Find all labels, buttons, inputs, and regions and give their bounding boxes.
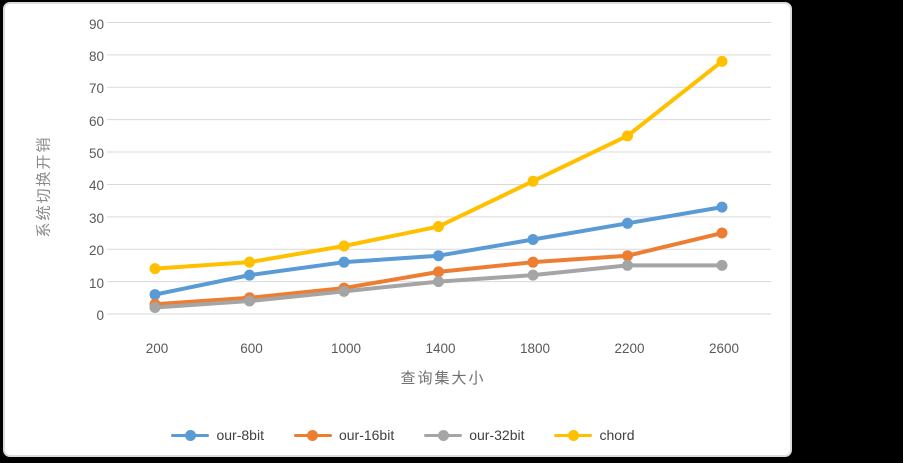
y-tick-label: 40 (88, 178, 104, 194)
legend-label: chord (599, 427, 635, 443)
data-point-our-16bit (716, 227, 728, 239)
data-point-our-16bit (527, 256, 539, 268)
x-tick-label: 2200 (614, 341, 645, 356)
data-point-chord (716, 55, 728, 67)
legend-marker-icon (171, 429, 210, 441)
data-point-our-8bit (716, 201, 728, 213)
data-point-chord (244, 256, 255, 268)
data-point-our-32bit (716, 259, 728, 271)
chart-panel[interactable]: 系统切换开销 查询集大小 0 10 20 30 40 50 60 70 80 90 200 600 1… (3, 2, 792, 457)
y-tick-label: 0 (96, 308, 104, 323)
data-point-our-8bit (433, 250, 444, 262)
data-point-our-32bit (622, 259, 633, 271)
series-line-chord (153, 59, 724, 271)
data-point-chord (338, 240, 350, 252)
x-tick-label: 1400 (425, 341, 456, 356)
y-tick-label: 70 (88, 81, 104, 97)
data-point-our-16bit (622, 250, 633, 262)
y-tick-label: 60 (88, 113, 104, 129)
data-point-our-16bit (433, 266, 444, 278)
x-tick-label: 600 (240, 341, 263, 356)
data-point-our-8bit (527, 234, 539, 246)
data-point-our-8bit (622, 217, 633, 229)
data-point-our-32bit (244, 295, 255, 307)
x-tick-label: 1000 (330, 341, 362, 356)
data-point-chord (527, 175, 539, 187)
x-tick-label: 1800 (519, 341, 551, 356)
y-tick-label: 30 (88, 210, 104, 226)
x-tick-label: 200 (145, 341, 169, 356)
legend-label: our-32bit (469, 427, 525, 443)
y-tick-label: 80 (88, 48, 104, 64)
data-point-our-8bit (149, 289, 161, 301)
legend-label: our-16bit (338, 427, 395, 443)
legend-marker-icon (293, 429, 332, 441)
legend-marker-icon (554, 429, 593, 441)
legend-item-chord[interactable]: chord (554, 427, 635, 443)
data-point-chord (433, 221, 444, 233)
legend-marker-icon (424, 429, 463, 441)
y-tick-label: 90 (88, 16, 104, 32)
x-axis-title: 查询集大小 (400, 370, 486, 387)
chart-legend: our-8bit our-16bit our-32bit chord (8, 424, 798, 446)
data-point-our-32bit (527, 269, 539, 281)
legend-item-our-32bit[interactable]: our-32bit (424, 427, 524, 443)
y-tick-label: 50 (88, 146, 104, 162)
data-point-chord (622, 130, 633, 142)
legend-item-our-16bit[interactable]: our-16bit (293, 427, 395, 443)
legend-item-our-8bit[interactable]: our-8bit (171, 427, 264, 443)
x-tick-label: 2600 (708, 341, 740, 356)
y-tick-label: 10 (88, 275, 104, 291)
data-point-our-32bit (149, 302, 161, 314)
data-point-our-8bit (244, 269, 255, 281)
data-point-chord (149, 263, 161, 275)
legend-label: our-8bit (216, 427, 264, 443)
y-tick-label: 20 (88, 243, 104, 259)
data-point-our-32bit (433, 276, 444, 288)
data-point-our-8bit (338, 256, 350, 268)
data-point-our-32bit (338, 285, 350, 297)
